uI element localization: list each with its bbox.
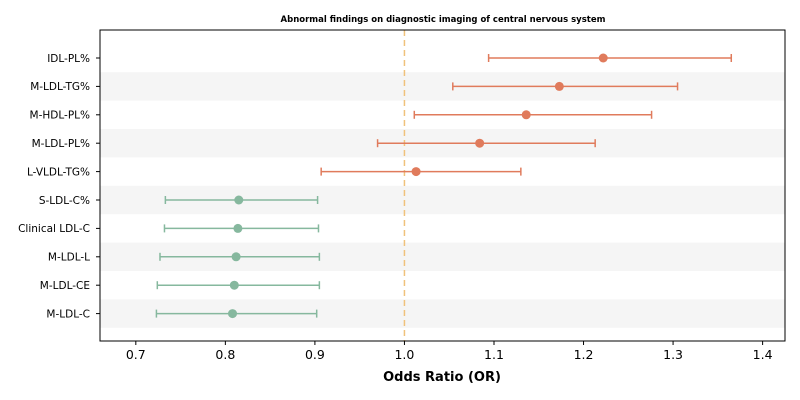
or-point <box>412 167 421 176</box>
or-point <box>228 309 237 318</box>
or-point <box>599 54 608 63</box>
y-tick-label: L-VLDL-TG% <box>27 166 90 178</box>
chart-title: Abnormal findings on diagnostic imaging … <box>281 15 606 25</box>
y-tick-label: M-LDL-PL% <box>32 138 90 150</box>
y-tick-label: M-LDL-CE <box>40 280 90 292</box>
x-tick-label: 1.4 <box>753 347 773 362</box>
row-band <box>100 72 785 100</box>
y-axis-labels: IDL-PL% M-LDL-TG% M-HDL-PL% M-LDL-PL% L-VLDL… <box>18 53 100 321</box>
x-tick-label: 1.3 <box>663 347 683 362</box>
or-point <box>232 252 241 261</box>
or-point <box>234 196 243 205</box>
y-tick-label: M-LDL-C <box>46 308 90 320</box>
y-tick-label: M-LDL-TG% <box>30 81 90 93</box>
x-tick-label: 0.8 <box>215 347 235 362</box>
or-point <box>475 139 484 148</box>
y-tick-label: S-LDL-C% <box>39 195 90 207</box>
or-point <box>522 110 531 119</box>
or-point <box>233 224 242 233</box>
x-tick-label: 0.7 <box>126 347 146 362</box>
x-tick-label: 0.9 <box>305 347 325 362</box>
x-tick-label: 1.2 <box>574 347 594 362</box>
x-tick-label: 1.1 <box>484 347 504 362</box>
y-tick-label: M-LDL-L <box>48 252 90 264</box>
or-point <box>230 281 239 290</box>
x-tick-label: 1.0 <box>394 347 414 362</box>
or-point <box>555 82 564 91</box>
x-axis-ticks: 0.7 0.8 0.9 1.0 1.1 1.2 1.3 1.4 <box>126 341 773 362</box>
x-axis-label: Odds Ratio (OR) <box>383 370 501 385</box>
y-tick-label: M-HDL-PL% <box>30 110 90 122</box>
y-tick-label: IDL-PL% <box>47 53 90 65</box>
y-tick-label: Clinical LDL-C <box>18 223 90 235</box>
